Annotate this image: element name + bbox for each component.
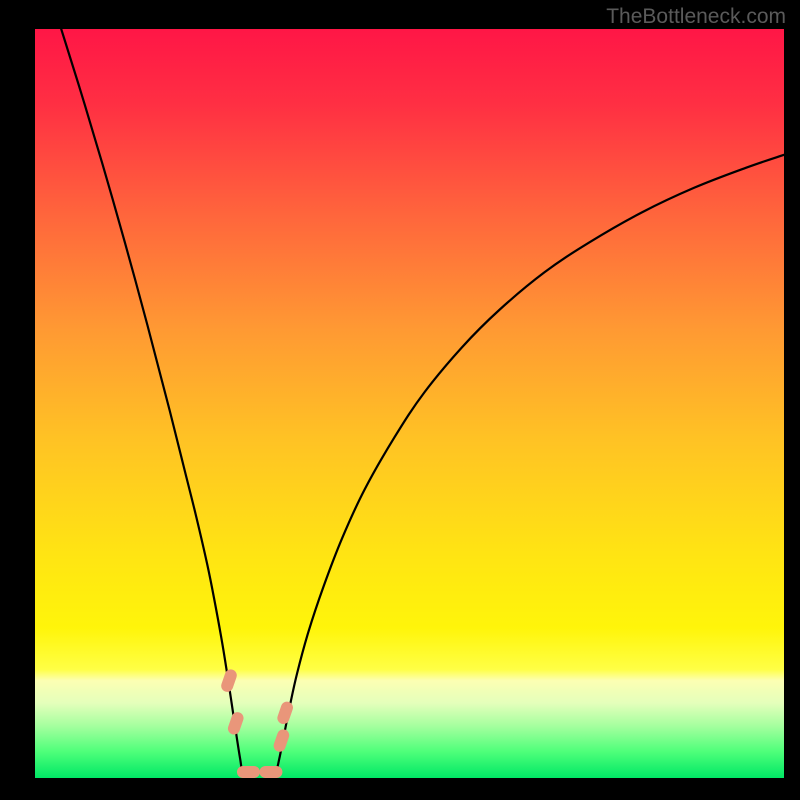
chart-root: TheBottleneck.com — [0, 0, 800, 800]
marker-capsule — [260, 767, 282, 778]
plot-background — [35, 29, 784, 778]
watermark-text: TheBottleneck.com — [606, 5, 786, 29]
marker-capsule — [237, 767, 259, 778]
bottleneck-chart — [0, 0, 800, 800]
